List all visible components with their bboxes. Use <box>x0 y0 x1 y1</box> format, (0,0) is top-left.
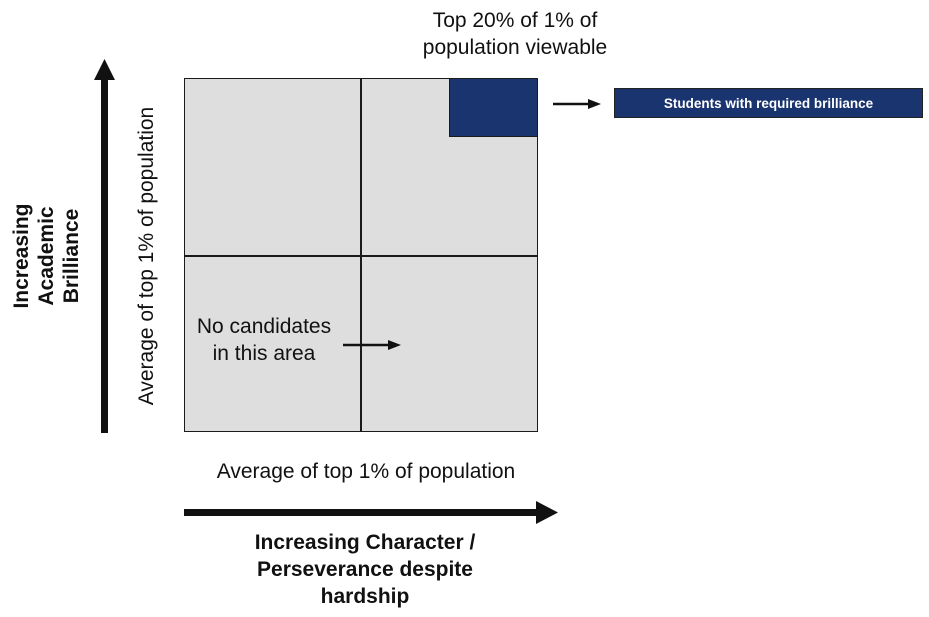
no-candidates-line-1: No candidates <box>196 315 332 338</box>
x-axis-title: Increasing Character / Perseverance desp… <box>205 529 525 610</box>
required-brilliance-region <box>449 78 538 137</box>
legend-pointer-arrow <box>553 99 601 109</box>
x-axis-title-line-3: hardship <box>320 585 410 608</box>
x-axis-title-line-2: Perseverance despite <box>257 558 473 581</box>
x-axis-title-line-1: Increasing Character / <box>254 531 476 554</box>
top-caption-line-2: population viewable <box>422 36 608 59</box>
x-axis-arrow <box>184 501 558 524</box>
no-candidates-pointer-arrow <box>343 340 401 350</box>
legend-box: Students with required brilliance <box>614 88 923 118</box>
no-candidates-label: No candidates in this area <box>186 313 342 367</box>
legend-label: Students with required brilliance <box>663 95 874 111</box>
top-caption-line-1: Top 20% of 1% of <box>432 9 598 32</box>
grid-divider-horizontal <box>184 255 538 257</box>
top-caption: Top 20% of 1% of population viewable <box>400 7 630 61</box>
x-average-label: Average of top 1% of population <box>216 460 516 483</box>
no-candidates-line-2: in this area <box>212 342 316 365</box>
y-axis-arrow <box>94 59 115 433</box>
